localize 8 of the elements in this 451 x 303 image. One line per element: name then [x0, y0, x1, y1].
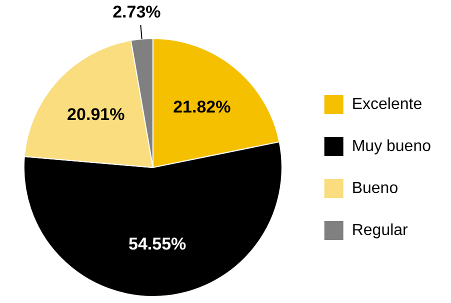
data-label: 20.91% — [67, 104, 125, 124]
legend-label: Bueno — [352, 180, 398, 197]
legend-label: Excelente — [352, 96, 422, 113]
legend-label: Regular — [352, 222, 409, 239]
data-label: 2.73% — [112, 2, 161, 22]
data-label: 54.55% — [128, 234, 186, 254]
data-label: 21.82% — [173, 97, 231, 116]
legend-label: Muy bueno — [352, 138, 432, 155]
